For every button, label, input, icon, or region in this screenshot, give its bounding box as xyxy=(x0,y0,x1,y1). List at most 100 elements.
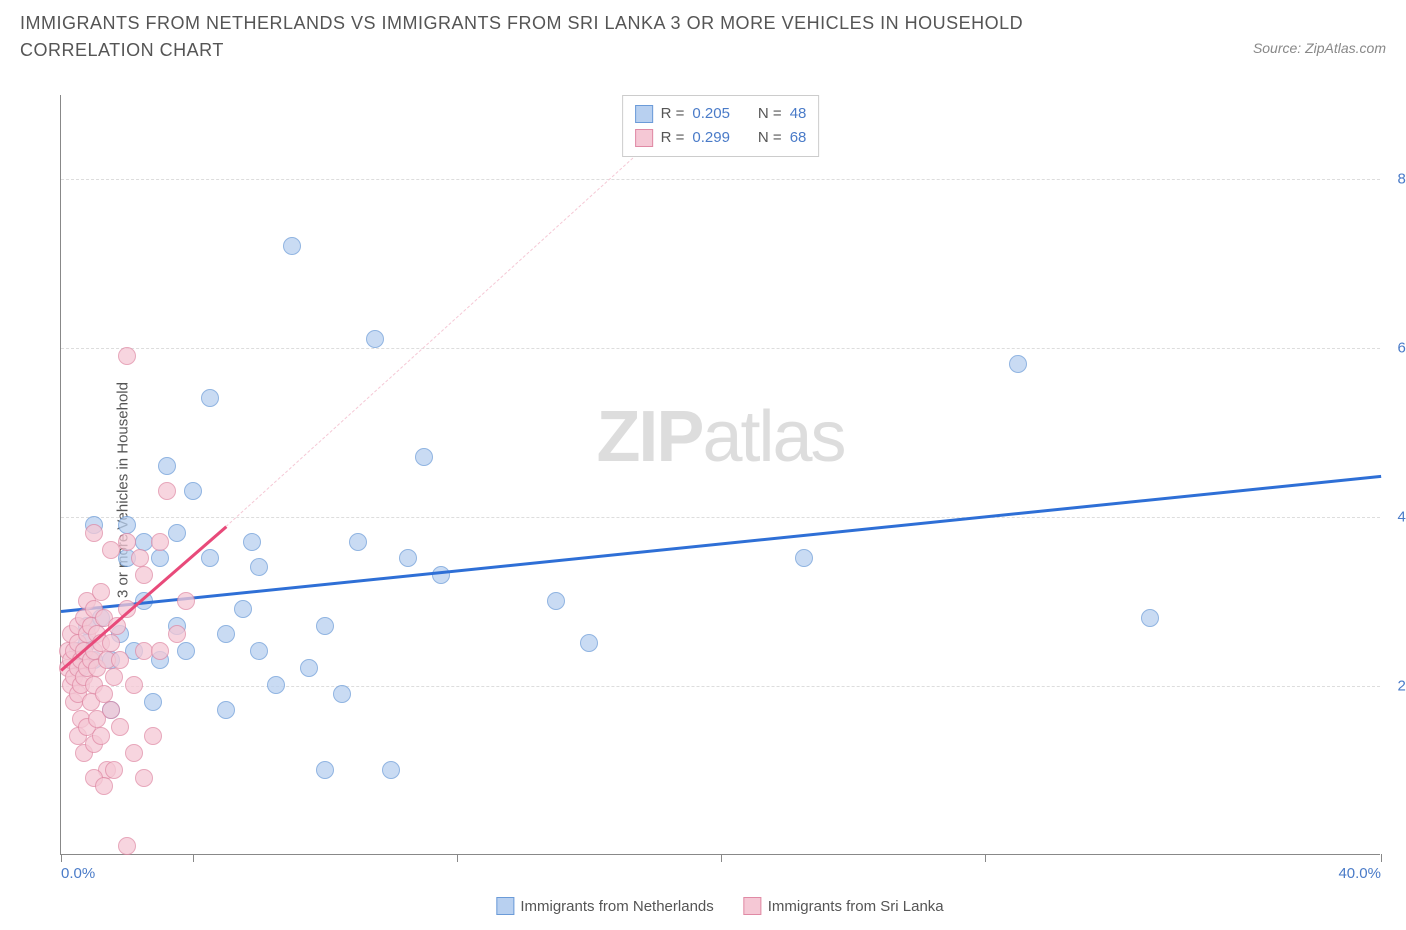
scatter-point xyxy=(135,642,153,660)
scatter-point xyxy=(102,541,120,559)
scatter-point xyxy=(316,761,334,779)
scatter-point xyxy=(243,533,261,551)
x-tick xyxy=(1381,854,1382,862)
scatter-point xyxy=(168,524,186,542)
legend-swatch xyxy=(635,129,653,147)
gridline xyxy=(61,348,1380,349)
scatter-point xyxy=(333,685,351,703)
chart-container: 3 or more Vehicles in Household ZIPatlas… xyxy=(60,95,1380,885)
x-tick xyxy=(193,854,194,862)
scatter-point xyxy=(111,651,129,669)
scatter-point xyxy=(250,558,268,576)
legend-r-label: R = xyxy=(661,126,685,150)
legend-item: Immigrants from Sri Lanka xyxy=(744,897,944,915)
scatter-point xyxy=(92,727,110,745)
trend-line xyxy=(226,137,656,526)
scatter-point xyxy=(144,693,162,711)
x-tick-label: 40.0% xyxy=(1338,865,1381,882)
scatter-point xyxy=(201,389,219,407)
stats-legend: R = 0.205 N = 48 R = 0.299 N = 68 xyxy=(622,95,820,157)
scatter-point xyxy=(250,642,268,660)
legend-swatch xyxy=(496,897,514,915)
x-tick xyxy=(61,854,62,862)
scatter-point xyxy=(131,549,149,567)
scatter-point xyxy=(201,549,219,567)
scatter-point xyxy=(399,549,417,567)
chart-title: IMMIGRANTS FROM NETHERLANDS VS IMMIGRANT… xyxy=(20,10,1120,64)
scatter-point xyxy=(95,777,113,795)
series-legend: Immigrants from Netherlands Immigrants fr… xyxy=(496,897,943,915)
scatter-point xyxy=(125,744,143,762)
scatter-point xyxy=(144,727,162,745)
legend-swatch xyxy=(744,897,762,915)
legend-n-label: N = xyxy=(758,126,782,150)
legend-r-value: 0.205 xyxy=(692,102,730,126)
scatter-point xyxy=(382,761,400,779)
scatter-point xyxy=(1009,355,1027,373)
legend-r-label: R = xyxy=(661,102,685,126)
scatter-point xyxy=(217,701,235,719)
x-tick xyxy=(457,854,458,862)
x-tick-label: 0.0% xyxy=(61,865,95,882)
x-tick xyxy=(985,854,986,862)
scatter-point xyxy=(349,533,367,551)
scatter-point xyxy=(118,533,136,551)
legend-n-value: 68 xyxy=(790,126,807,150)
legend-item: Immigrants from Netherlands xyxy=(496,897,713,915)
scatter-point xyxy=(580,634,598,652)
scatter-point xyxy=(111,718,129,736)
scatter-point xyxy=(118,347,136,365)
scatter-point xyxy=(102,701,120,719)
scatter-point xyxy=(168,625,186,643)
scatter-point xyxy=(300,659,318,677)
plot-area: ZIPatlas R =0.205N =48R =0.299N =68 20.0… xyxy=(60,95,1380,855)
x-tick xyxy=(721,854,722,862)
legend-row: R = 0.205 N = 48 xyxy=(635,102,807,126)
scatter-point xyxy=(267,676,285,694)
scatter-point xyxy=(283,237,301,255)
legend-swatch xyxy=(635,105,653,123)
scatter-point xyxy=(135,769,153,787)
legend-label: Immigrants from Netherlands xyxy=(520,898,713,915)
gridline xyxy=(61,179,1380,180)
scatter-point xyxy=(177,592,195,610)
legend-row: R = 0.299 N = 68 xyxy=(635,126,807,150)
scatter-point xyxy=(125,676,143,694)
scatter-point xyxy=(316,617,334,635)
scatter-point xyxy=(177,642,195,660)
scatter-point xyxy=(234,600,252,618)
scatter-point xyxy=(158,457,176,475)
y-tick-label: 60.0% xyxy=(1397,340,1406,357)
scatter-point xyxy=(366,330,384,348)
scatter-point xyxy=(795,549,813,567)
gridline xyxy=(61,517,1380,518)
legend-n-value: 48 xyxy=(790,102,807,126)
scatter-point xyxy=(92,583,110,601)
legend-n-label: N = xyxy=(758,102,782,126)
legend-label: Immigrants from Sri Lanka xyxy=(768,898,944,915)
scatter-point xyxy=(1141,609,1159,627)
scatter-point xyxy=(151,533,169,551)
y-tick-label: 80.0% xyxy=(1397,171,1406,188)
scatter-point xyxy=(118,516,136,534)
scatter-point xyxy=(415,448,433,466)
scatter-point xyxy=(105,668,123,686)
scatter-point xyxy=(151,642,169,660)
y-tick-label: 40.0% xyxy=(1397,509,1406,526)
source-attribution: Source: ZipAtlas.com xyxy=(1253,40,1386,56)
scatter-point xyxy=(85,524,103,542)
scatter-point xyxy=(102,634,120,652)
scatter-point xyxy=(135,566,153,584)
y-tick-label: 20.0% xyxy=(1397,678,1406,695)
scatter-point xyxy=(217,625,235,643)
scatter-point xyxy=(95,685,113,703)
scatter-point xyxy=(547,592,565,610)
scatter-point xyxy=(184,482,202,500)
legend-r-value: 0.299 xyxy=(692,126,730,150)
gridline xyxy=(61,686,1380,687)
scatter-point xyxy=(135,533,153,551)
scatter-point xyxy=(151,549,169,567)
scatter-point xyxy=(118,837,136,855)
scatter-point xyxy=(105,761,123,779)
scatter-point xyxy=(432,566,450,584)
